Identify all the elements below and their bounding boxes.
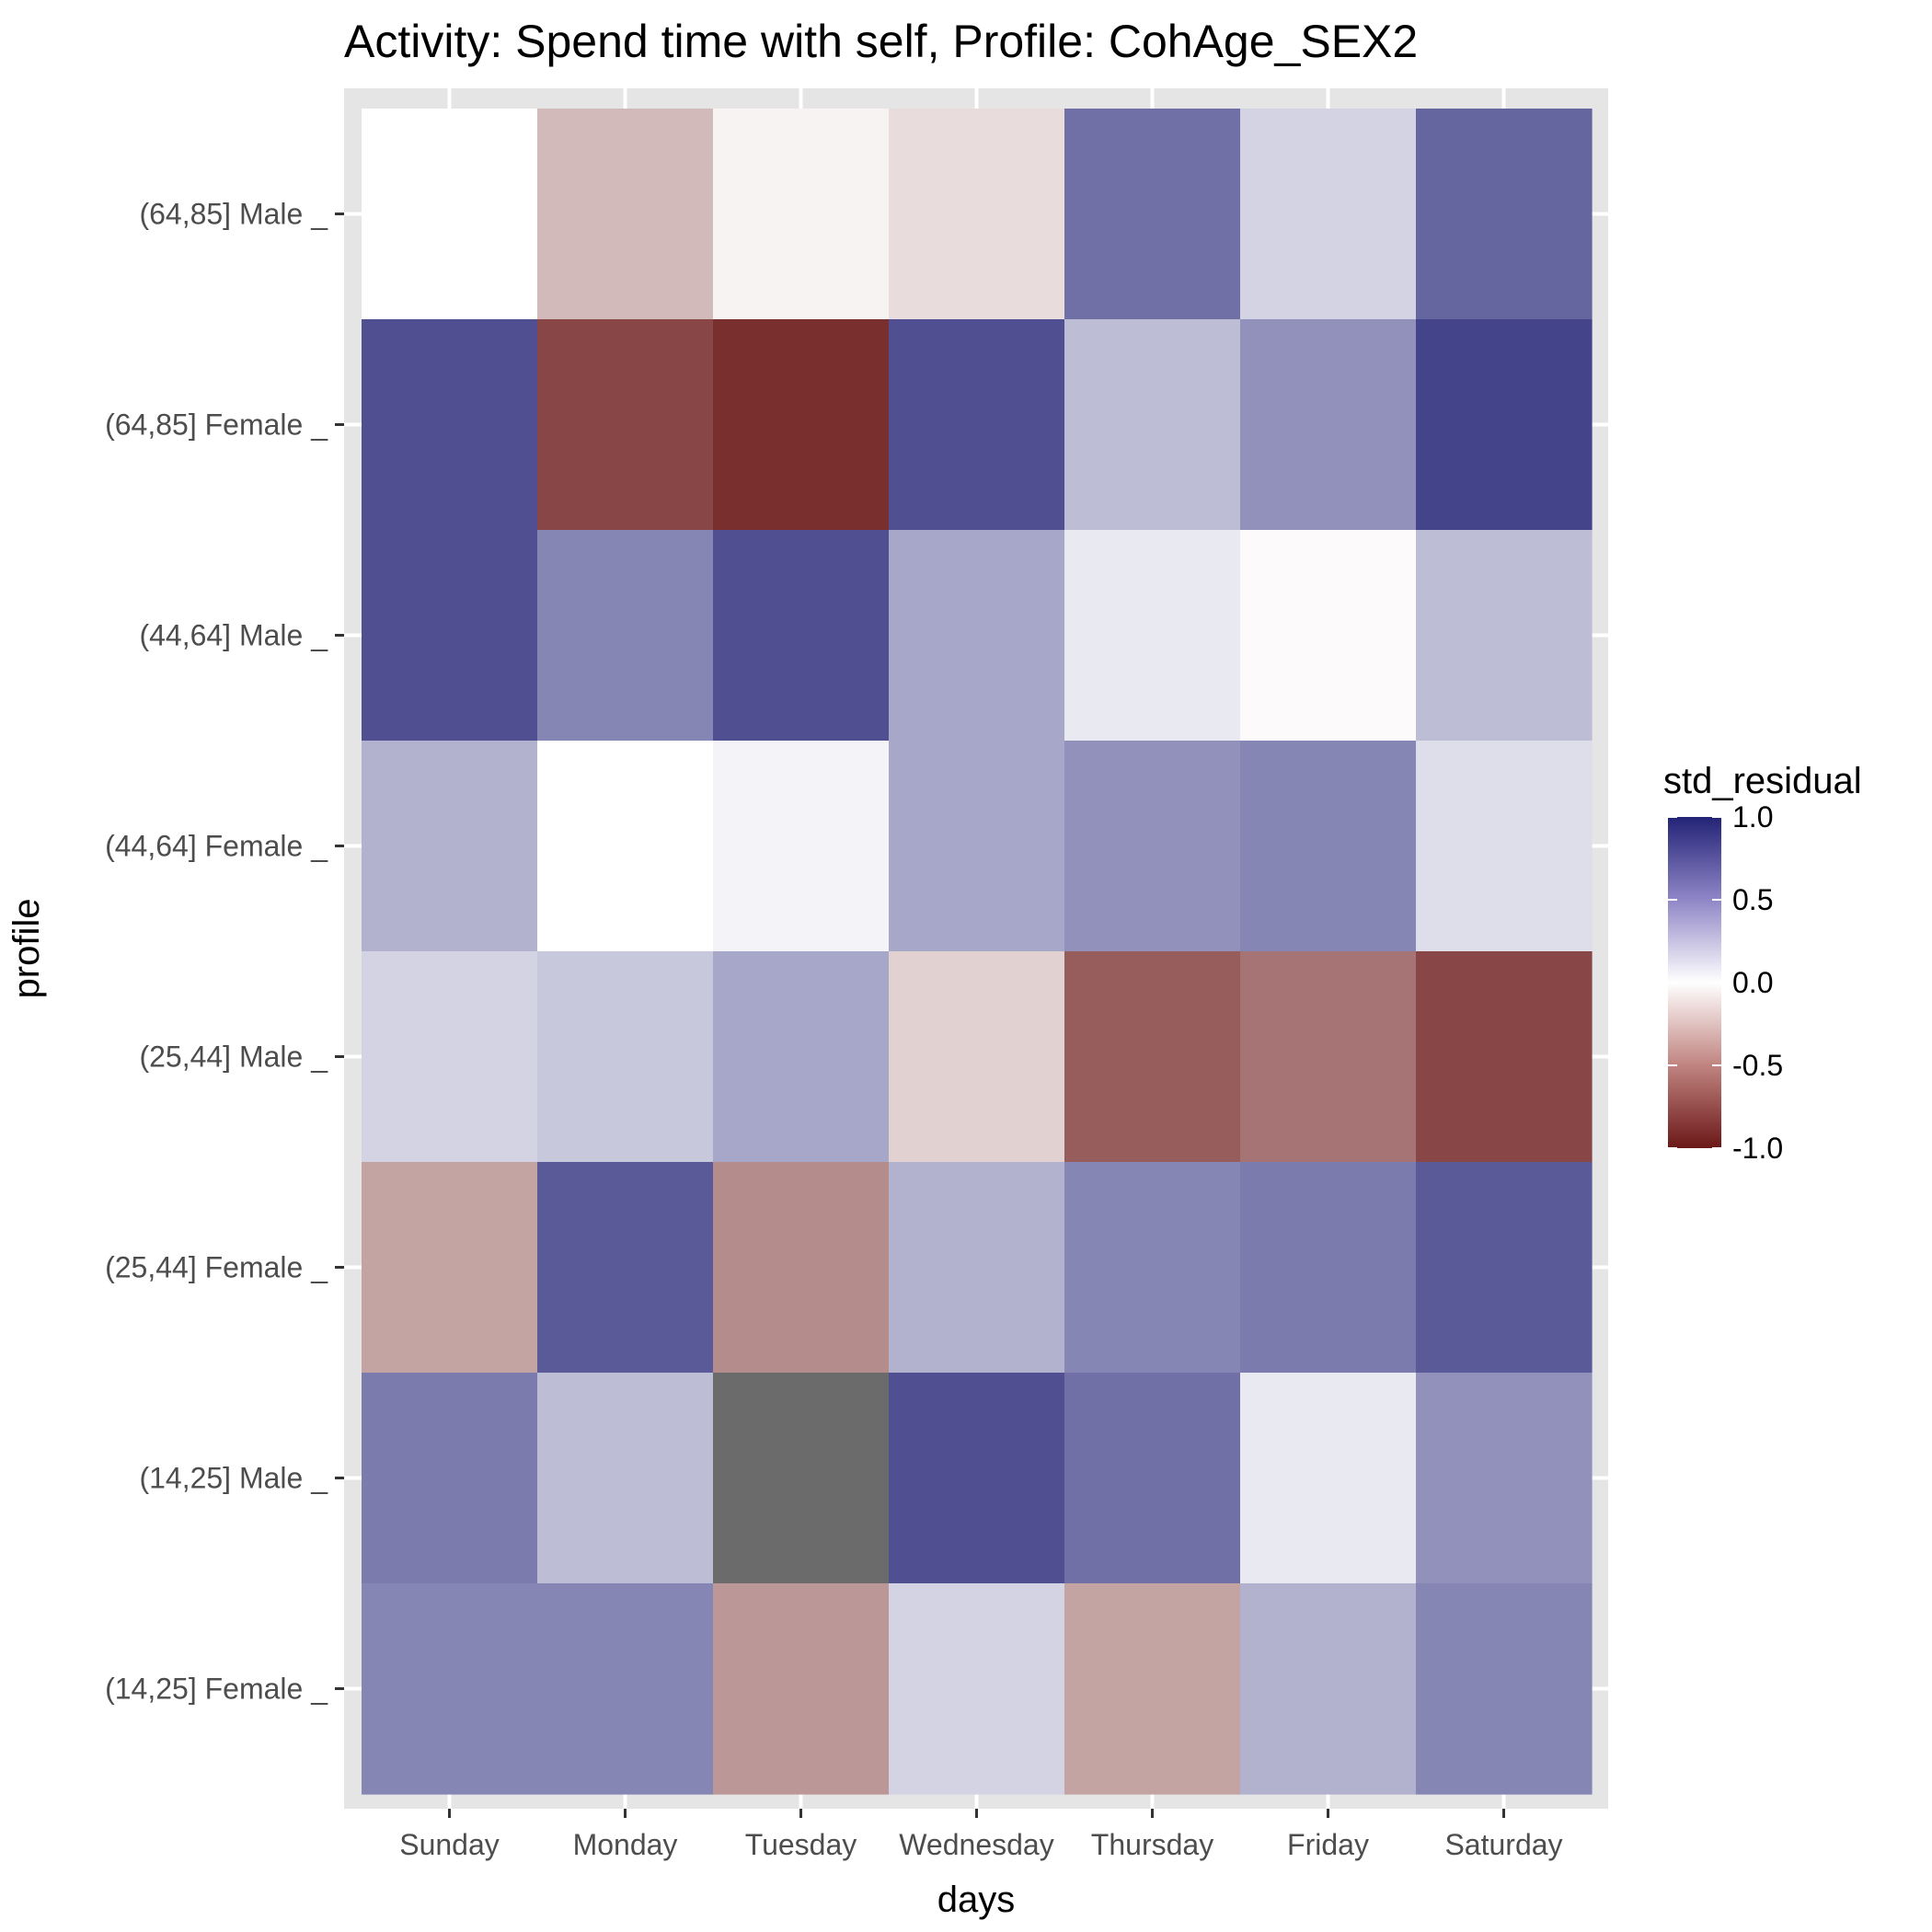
heatmap-cell — [1416, 319, 1593, 531]
x-tick-label: Sunday — [399, 1828, 500, 1861]
heatmap-cell — [1240, 741, 1417, 952]
heatmap-cell — [713, 1583, 890, 1795]
x-tick-label: Wednesday — [899, 1828, 1053, 1861]
y-tick-label: (14,25] Male _ — [139, 1462, 328, 1495]
heatmap-cell — [713, 1162, 890, 1374]
heatmap-cell — [1416, 109, 1593, 320]
legend-breaks: 1.0 0.5 0.0 -0.5 -1.0 — [1668, 800, 1783, 1165]
chart-title: Activity: Spend time with self, Profile:… — [344, 16, 1418, 67]
heatmap-cell — [362, 951, 538, 1163]
heatmap-cell — [537, 1583, 714, 1795]
heatmap-cell — [1240, 319, 1417, 531]
heatmap-cell — [1416, 1373, 1593, 1584]
heatmap-cell — [713, 319, 890, 531]
heatmap-cell — [713, 1373, 890, 1584]
heatmap-cell — [1064, 1162, 1241, 1374]
heatmap-cell — [1064, 951, 1241, 1163]
heatmap-cell — [362, 530, 538, 742]
heatmap-cell — [362, 1373, 538, 1584]
heatmap-cell — [713, 530, 890, 742]
x-tick-label: Friday — [1287, 1828, 1369, 1861]
heatmap-cell — [889, 1162, 1065, 1374]
y-tick-label: (14,25] Female _ — [105, 1673, 328, 1706]
x-tick-label: Tuesday — [745, 1828, 857, 1861]
heatmap-cell — [1240, 530, 1417, 742]
heatmap-cell — [889, 1583, 1065, 1795]
heatmap-cell — [362, 741, 538, 952]
axis-ticks — [335, 213, 1505, 1818]
x-tick-label: Monday — [573, 1828, 678, 1861]
heatmap-cell — [889, 1373, 1065, 1584]
legend-break-label: 0.5 — [1732, 883, 1773, 916]
heatmap-cell — [1240, 1583, 1417, 1795]
heatmap-cell — [713, 951, 890, 1163]
heatmap-cell — [889, 741, 1065, 952]
heatmap-cell — [889, 951, 1065, 1163]
heatmap-cell — [537, 319, 714, 531]
legend-title: std_residual — [1663, 761, 1862, 801]
heatmap-cells — [362, 109, 1593, 1795]
heatmap-cell — [362, 1583, 538, 1795]
heatmap-cell — [537, 109, 714, 320]
heatmap-cell — [537, 1373, 714, 1584]
y-tick-label: (25,44] Male _ — [139, 1041, 328, 1074]
y-tick-label: (64,85] Female _ — [105, 408, 328, 442]
y-tick-label: (25,44] Female _ — [105, 1251, 328, 1284]
heatmap-cell — [1064, 530, 1241, 742]
heatmap-cell — [713, 741, 890, 952]
heatmap-cell — [537, 741, 714, 952]
heatmap-cell — [889, 530, 1065, 742]
x-tick-labels: Sunday Monday Tuesday Wednesday Thursday Frid… — [399, 1828, 1562, 1861]
y-tick-labels: (64,85] Male _ (64,85] Female _ (44,64] Ma… — [105, 198, 328, 1706]
heatmap-cell — [1064, 319, 1241, 531]
legend-break-label: -0.5 — [1732, 1049, 1783, 1082]
x-tick-label: Saturday — [1444, 1828, 1562, 1861]
heatmap-cell — [1416, 1162, 1593, 1374]
heatmap-cell — [1240, 1373, 1417, 1584]
heatmap-cell — [1064, 109, 1241, 320]
legend-break-label: 1.0 — [1732, 800, 1773, 834]
heatmap-cell — [1416, 951, 1593, 1163]
heatmap-cell — [1416, 741, 1593, 952]
color-legend: std_residual 1.0 0.5 0.0 -0.5 -1.0 — [1663, 761, 1862, 1165]
x-axis-title: days — [937, 1880, 1016, 1920]
heatmap-cell — [1240, 109, 1417, 320]
heatmap-cell — [1416, 530, 1593, 742]
heatmap-cell — [889, 319, 1065, 531]
heatmap-cell — [1064, 1583, 1241, 1795]
heatmap-cell — [362, 319, 538, 531]
heatmap-cell — [1240, 951, 1417, 1163]
heatmap-cell — [1064, 741, 1241, 952]
heatmap-cell — [1416, 1583, 1593, 1795]
heatmap-cell — [537, 530, 714, 742]
heatmap-cell — [713, 109, 890, 320]
legend-break-label: 0.0 — [1732, 966, 1773, 999]
heatmap-cell — [362, 1162, 538, 1374]
y-tick-label: (44,64] Female _ — [105, 830, 328, 863]
heatmap-cell — [1240, 1162, 1417, 1374]
legend-break-label: -1.0 — [1732, 1132, 1783, 1165]
y-tick-label: (44,64] Male _ — [139, 619, 328, 652]
y-tick-label: (64,85] Male _ — [139, 198, 328, 231]
heatmap-cell — [537, 951, 714, 1163]
heatmap-cell — [889, 109, 1065, 320]
heatmap-cell — [537, 1162, 714, 1374]
x-tick-label: Thursday — [1091, 1828, 1213, 1861]
heatmap-cell — [362, 109, 538, 320]
heatmap-cell — [1064, 1373, 1241, 1584]
y-axis-title: profile — [6, 899, 47, 999]
